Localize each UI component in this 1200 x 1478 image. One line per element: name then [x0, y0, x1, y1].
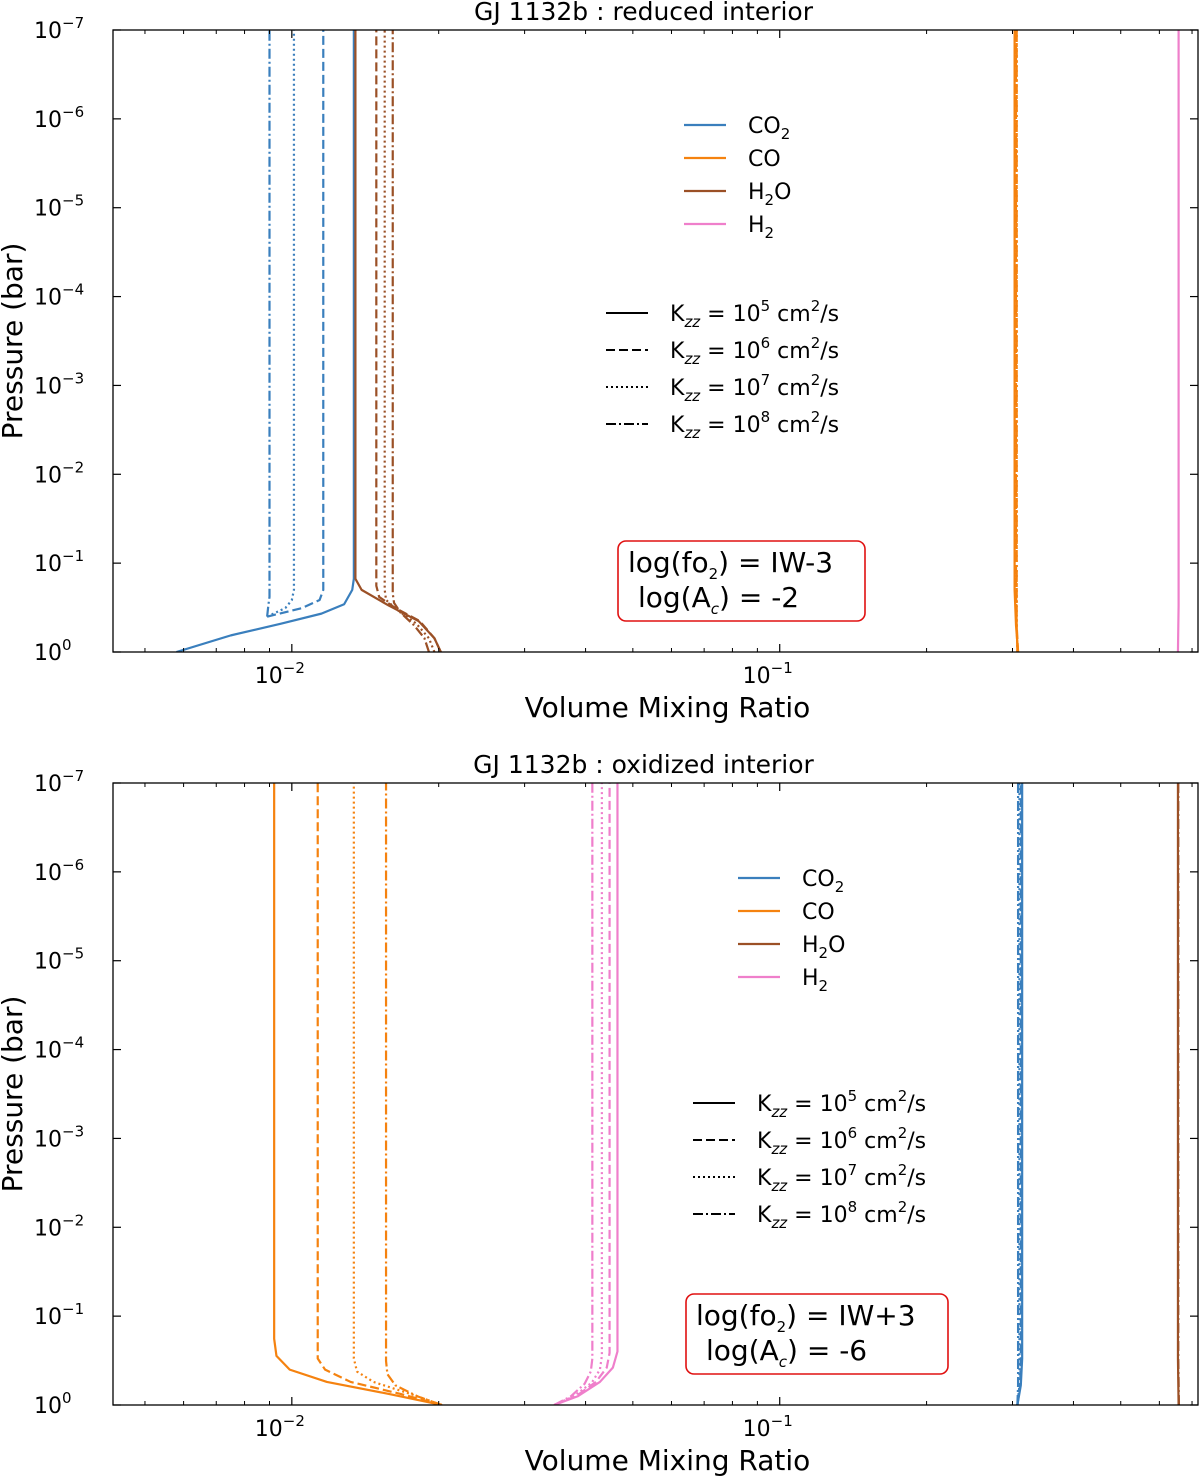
y-tick-label: 10−6 — [34, 856, 84, 886]
y-tick-label: 10−1 — [34, 547, 84, 577]
legend-kzz-label-dashed: Kzz = 106 cm2/s — [757, 1124, 926, 1158]
legend-kzz-label-dotted: Kzz = 107 cm2/s — [670, 371, 839, 405]
annotation-frame — [617, 540, 866, 622]
series-co-dashdot — [1015, 30, 1019, 652]
x-tick-label: 10−2 — [255, 1412, 305, 1442]
series-co-dashed — [316, 783, 443, 1405]
legend-kzz-label-solid: Kzz = 105 cm2/s — [670, 297, 839, 331]
series-h2o-solid — [1176, 783, 1180, 1405]
legend-label-h2o: H2O — [802, 933, 845, 962]
legend-kzz-label-dashdot: Kzz = 108 cm2/s — [757, 1198, 926, 1232]
legend-label-h2: H2 — [802, 966, 828, 995]
series-co2-dashdot — [1016, 783, 1020, 1405]
series-co2-dotted — [266, 30, 296, 618]
series-group — [176, 30, 1180, 652]
y-tick-label: 10−4 — [34, 281, 84, 311]
y-tick-label: 10−2 — [34, 1211, 84, 1241]
minor-ticks — [144, 30, 1193, 652]
y-tick-label: 10−6 — [34, 103, 84, 133]
legend-species: CO2 CO H2O H2 — [738, 867, 845, 995]
y-tick-label: 10−7 — [34, 14, 84, 44]
x-tick-label: 10−2 — [255, 659, 305, 689]
y-tick-label: 10−7 — [34, 767, 84, 797]
legend-kzz-label-solid: Kzz = 105 cm2/s — [757, 1087, 926, 1121]
y-axis-label: Pressure (bar) — [0, 996, 29, 1193]
y-tick-label: 10−5 — [34, 192, 84, 222]
y-tick-label: 10−4 — [34, 1034, 84, 1064]
x-tick-label: 10−1 — [743, 1412, 793, 1442]
y-tick-label: 10−3 — [34, 369, 84, 399]
x-tick-label: 10−1 — [743, 659, 793, 689]
series-h2-solid — [553, 783, 619, 1405]
annotation-ac: log(Ac) = -6 — [706, 1334, 867, 1371]
series-co-dotted — [352, 783, 443, 1405]
y-axis-label: Pressure (bar) — [0, 243, 29, 440]
legend-label-co: CO — [802, 900, 835, 925]
series-h2o-dashdot — [391, 30, 430, 652]
chart-title: GJ 1132b : reduced interior — [474, 0, 814, 26]
series-co2-solid — [176, 30, 355, 652]
x-axis-label: Volume Mixing Ratio — [525, 1444, 811, 1477]
annotation-frame — [685, 1293, 949, 1375]
series-h2o-solid — [354, 30, 442, 652]
series-h2o-dotted — [383, 30, 436, 652]
axes-frame — [112, 29, 1199, 653]
legend-label-co2: CO2 — [748, 114, 790, 143]
legend-species: CO2 CO H2O H2 — [684, 114, 791, 242]
legend-label-h2: H2 — [748, 213, 774, 242]
series-h2-dashdot — [553, 783, 594, 1405]
series-h2o-dashdot — [1177, 783, 1181, 1405]
chart-panel-1: 10−2 10−1 10−7 10−6 10−5 10−4 10−3 10−2 10−1 100 G… — [0, 0, 1199, 724]
series-co2-dashed — [1016, 783, 1022, 1405]
legend-kzz-label-dashed: Kzz = 106 cm2/s — [670, 334, 839, 368]
y-tick-label: 10−5 — [34, 945, 84, 975]
annotation-fo2: log(fo2) = IW+3 — [696, 1299, 916, 1336]
series-co-dashdot — [384, 783, 443, 1405]
annotation-fo2: log(fo2) = IW-3 — [628, 546, 833, 583]
series-group — [273, 783, 1181, 1405]
y-tick-label: 100 — [34, 636, 72, 666]
minor-ticks — [144, 783, 1193, 1405]
legend-label-h2o: H2O — [748, 180, 791, 209]
chart-panel-2: 10−2 10−1 10−7 10−6 10−5 10−4 10−3 10−2 10−1 100 G… — [0, 750, 1199, 1477]
legend-kzz-label-dotted: Kzz = 107 cm2/s — [757, 1161, 926, 1195]
legend-label-co: CO — [748, 147, 781, 172]
y-tick-label: 10−1 — [34, 1300, 84, 1330]
x-axis-label: Volume Mixing Ratio — [525, 691, 811, 724]
series-h2o-dashed — [375, 30, 442, 652]
legend-label-co2: CO2 — [802, 867, 844, 896]
axes-frame — [112, 782, 1199, 1406]
legend-kzz-label-dashdot: Kzz = 108 cm2/s — [670, 408, 839, 442]
y-tick-label: 10−2 — [34, 458, 84, 488]
series-h2-dashed — [553, 783, 611, 1405]
chart-title: GJ 1132b : oxidized interior — [473, 750, 814, 779]
series-h2-solid — [1176, 30, 1180, 652]
y-tick-label: 10−3 — [34, 1122, 84, 1152]
y-tick-label: 100 — [34, 1389, 72, 1419]
series-co2-dashdot — [266, 30, 271, 617]
series-co2-dashed — [266, 30, 325, 618]
annotation-ac: log(Ac) = -2 — [638, 581, 799, 618]
series-co-solid — [273, 783, 443, 1405]
series-h2-dotted — [553, 783, 603, 1405]
